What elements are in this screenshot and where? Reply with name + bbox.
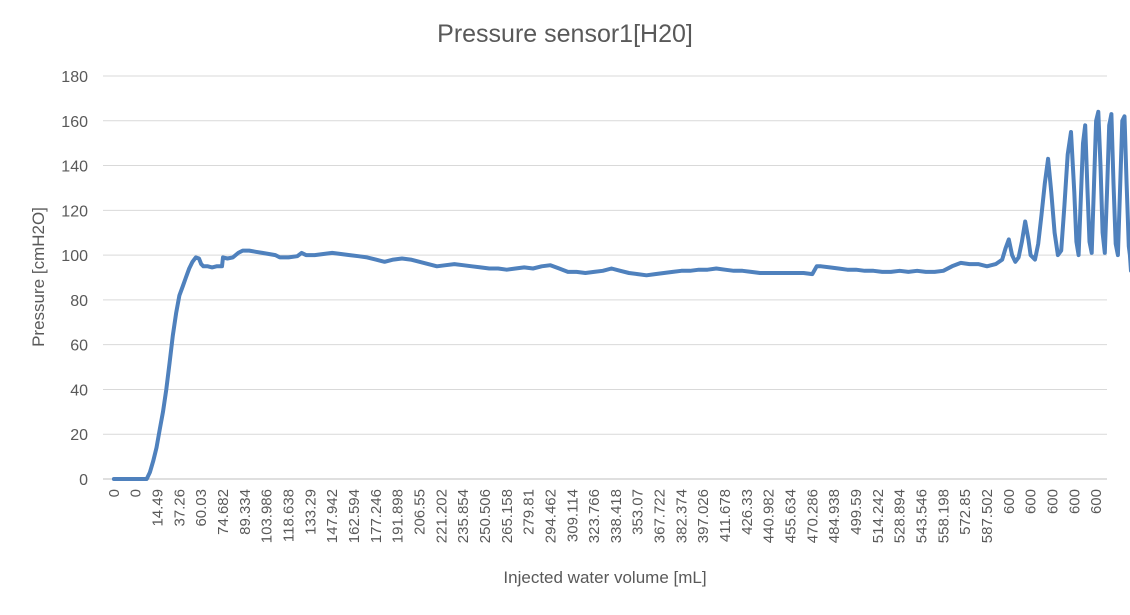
x-tick-label: 250.506 [477,489,494,543]
x-tick-label: 177.246 [368,489,385,543]
x-tick-label: 600 [1066,489,1083,514]
x-tick-label: 309.114 [564,489,581,542]
x-tick-label: 37.26 [171,489,188,527]
x-tick-label: 499.59 [848,489,865,535]
series-line-pressure [111,109,1130,481]
x-tick-label: 543.546 [913,489,930,543]
x-tick-label: 265.158 [499,489,516,543]
y-tick-label: 60 [70,338,88,355]
x-tick-label: 294.462 [542,489,559,543]
y-tick-label: 20 [70,427,88,444]
x-tick-label: 600 [1001,489,1018,514]
x-tick-label: 353.07 [630,489,647,535]
x-tick-label: 162.594 [346,489,363,543]
x-tick-label: 279.81 [521,489,538,535]
y-axis-label: Pressure [cmH2O] [29,207,48,347]
x-tick-label: 514.242 [870,489,887,543]
x-tick-label: 558.198 [935,489,952,543]
x-tick-label: 587.502 [979,489,996,543]
y-tick-label: 140 [61,159,88,176]
y-tick-label: 180 [61,69,88,86]
gridlines [103,75,1107,435]
x-tick-label: 411.678 [717,489,734,542]
x-tick-label: 323.766 [586,489,603,543]
x-tick-label: 455.634 [783,489,800,543]
x-tick-label: 118.638 [281,489,298,542]
x-axis-ticks: 0 0 14.49 37.26 60.03 74.682 89.334 103.986 118.… [106,489,1105,543]
x-tick-label: 133.29 [302,489,319,535]
x-tick-label: 74.682 [215,489,232,535]
x-tick-label: 60.03 [193,489,210,527]
x-tick-label: 600 [1088,489,1105,514]
y-tick-label: 120 [61,203,88,220]
x-tick-label: 0 [106,489,123,497]
x-tick-label: 397.026 [695,489,712,543]
y-axis-ticks: 0 20 40 60 80 100 120 140 160 180 [61,69,88,489]
x-tick-label: 191.898 [390,489,407,543]
x-tick-label: 440.982 [761,489,778,543]
x-tick-label: 572.85 [957,489,974,535]
chart-title: Pressure sensor1[H20] [437,20,693,48]
x-tick-label: 14.49 [150,489,167,527]
y-tick-label: 80 [70,293,88,310]
x-tick-label: 235.854 [455,489,472,543]
x-tick-label: 382.374 [673,489,690,543]
y-tick-label: 40 [70,382,88,399]
x-tick-label: 89.334 [237,489,254,535]
y-tick-label: 100 [61,248,88,265]
x-tick-label: 103.986 [259,489,276,543]
x-tick-label: 147.942 [324,489,341,543]
x-tick-label: 221.202 [433,489,450,543]
x-axis-label: Injected water volume [mL] [503,568,706,587]
x-tick-label: 0 [128,489,145,497]
x-tick-label: 367.722 [652,489,669,543]
x-tick-label: 338.418 [608,489,625,543]
x-tick-label: 484.938 [826,489,843,543]
x-tick-label: 206.55 [411,489,428,535]
x-tick-label: 470.286 [804,489,821,543]
x-tick-label: 426.33 [739,489,756,535]
y-tick-label: 160 [61,114,88,131]
x-tick-label: 528.894 [892,489,909,543]
y-tick-label: 0 [79,472,88,489]
x-tick-label: 600 [1044,489,1061,514]
x-tick-label: 600 [1023,489,1040,514]
